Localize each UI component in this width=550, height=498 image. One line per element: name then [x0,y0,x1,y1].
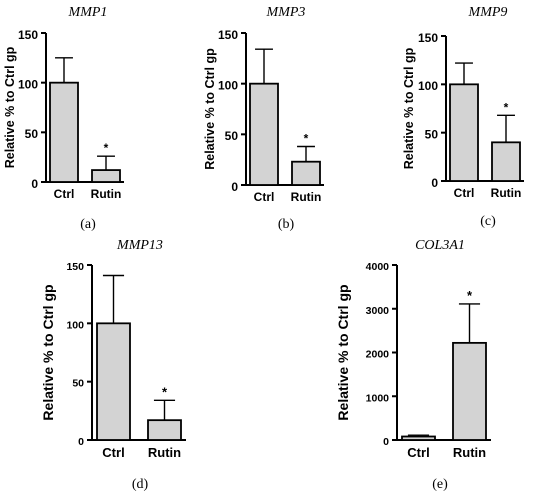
panel-b-y-tick-label: 50 [225,129,239,143]
panel-c-y-tick-label: 150 [418,31,438,45]
panel-d-significance-star: * [162,384,168,399]
panel-e-category-label: Rutin [453,445,486,460]
panel-e-y-tick-label: 3000 [366,305,390,317]
panel-a-bar-rutin [91,169,121,183]
panel-e-y-tick-label: 2000 [366,349,390,361]
panel-e-panel-letter: (e) [432,477,448,492]
panel-e-category-label: Ctrl [407,445,429,460]
panel-b-y-axis-label: Relative % to Ctrl gp [203,48,217,170]
panel-c-significance-star: * [504,100,509,114]
panel-a-y-tick-label: 50 [25,127,39,141]
panel-e-y-axis-label: Relative % to Ctrl gp [335,284,351,420]
panel-a-category-label: Rutin [91,187,122,201]
panel-d-category-label: Ctrl [102,445,124,460]
panel-c-y-tick-label: 100 [418,79,438,93]
panel-b-y-tick-label: 100 [218,78,238,92]
panel-b-category-label: Ctrl [254,190,275,204]
panel-b-bar-ctrl [249,82,279,186]
panel-d-y-axis-label: Relative % to Ctrl gp [40,284,56,420]
panel-b-bar-rutin [291,160,321,186]
panel-d-bar-rutin [147,419,182,441]
panel-e-y-tick-label: 4000 [366,261,390,273]
panel-c-y-axis-label: Relative % to Ctrl gp [402,47,416,169]
panel-e-title: COL3A1 [415,238,465,253]
panel-d-title: MMP13 [116,238,163,253]
panel-e-bar-ctrl [401,435,436,441]
panel-e-significance-star: * [467,288,473,303]
panel-a-category-label: Ctrl [54,187,75,201]
panel-d-y-tick-label: 100 [66,319,84,331]
panel-b-title: MMP3 [266,5,306,20]
panel-d-y-tick-label: 0 [78,436,84,448]
panel-b-y-tick-label: 0 [231,180,238,194]
panel-e-y-tick-label: 1000 [366,392,390,404]
panel-a-bar-ctrl [49,81,79,183]
panel-a-y-axis-label: Relative % to Ctrl gp [3,46,17,168]
panel-c-y-tick-label: 50 [425,127,439,141]
panel-a-y-tick-label: 100 [18,77,38,91]
panel-c-title: MMP9 [468,5,508,20]
panel-b-significance-star: * [304,131,309,145]
panel-a-title: MMP1 [68,5,108,20]
panel-a-y-tick-label: 0 [31,177,38,191]
panel-c-category-label: Ctrl [454,186,475,200]
panel-d-y-tick-label: 50 [72,378,84,390]
panel-a-significance-star: * [104,141,109,155]
panel-e-bar-rutin [452,341,487,441]
panel-b-y-tick-label: 150 [218,28,238,42]
panel-a-panel-letter: (a) [80,217,96,232]
panel-a-y-tick-label: 150 [18,28,38,42]
panel-d-panel-letter: (d) [132,477,149,492]
panel-b-category-label: Rutin [291,190,322,204]
panel-c-category-label: Rutin [491,186,522,200]
panel-d-y-tick-label: 150 [66,261,84,273]
panel-c-y-tick-label: 0 [431,176,438,190]
panel-c-bar-rutin [491,141,521,182]
panel-d-bar-ctrl [96,322,131,441]
panel-c-panel-letter: (c) [480,214,496,229]
panel-e-y-tick-label: 0 [383,436,389,448]
panel-c-bar-ctrl [449,83,479,182]
panel-d-category-label: Rutin [148,445,181,460]
panel-b-panel-letter: (b) [278,217,295,232]
